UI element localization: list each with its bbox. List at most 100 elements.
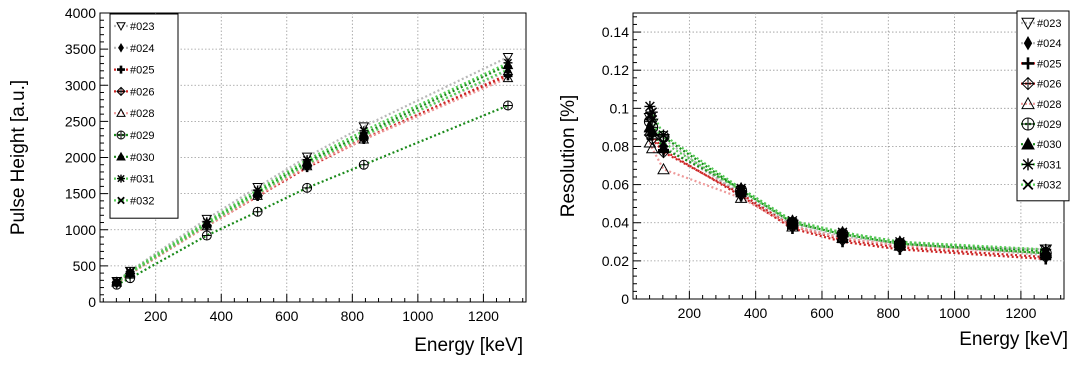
y-tick-label: 3500 bbox=[65, 41, 96, 57]
y-tick-label: 2500 bbox=[65, 113, 96, 129]
y-tick-label: 0.08 bbox=[602, 138, 629, 154]
data-point bbox=[502, 100, 513, 111]
y-tick-label: 0 bbox=[88, 294, 96, 310]
legend-marker bbox=[1021, 117, 1035, 131]
legend-label: #029 bbox=[130, 130, 154, 142]
y-tick-label: 0.04 bbox=[602, 215, 629, 231]
legend-marker bbox=[116, 151, 126, 161]
y-tick-label: 1000 bbox=[65, 222, 96, 238]
data-point bbox=[253, 189, 262, 198]
y-tick-label: 3000 bbox=[65, 77, 96, 93]
x-tick-label: 600 bbox=[275, 308, 299, 324]
data-point bbox=[787, 217, 798, 228]
axis-ticks bbox=[633, 16, 1062, 300]
plot-frame bbox=[632, 12, 1065, 300]
data-point bbox=[125, 268, 135, 278]
data-point bbox=[658, 129, 670, 141]
data-point bbox=[646, 106, 658, 118]
axis-ticks bbox=[100, 12, 524, 303]
x-tick-label: 1000 bbox=[402, 308, 433, 324]
x-axis-label: Energy [keV] bbox=[959, 329, 1068, 350]
legend-marker bbox=[116, 22, 126, 32]
data-point bbox=[502, 52, 514, 63]
x-tick-label: 800 bbox=[877, 305, 901, 321]
legend-label: #025 bbox=[130, 65, 154, 77]
series-group bbox=[111, 52, 514, 290]
legend: #023 #024 #025 #026 #028 #029 #030 #031 #032 bbox=[109, 13, 179, 219]
x-tick-label: 1200 bbox=[468, 308, 499, 324]
data-point bbox=[894, 236, 906, 248]
data-point bbox=[645, 141, 659, 154]
x-tick-label: 400 bbox=[744, 305, 768, 321]
data-point bbox=[302, 159, 312, 169]
series-markers-031 bbox=[644, 100, 1052, 255]
legend-marker bbox=[117, 196, 125, 205]
x-tick-label: 400 bbox=[210, 308, 234, 324]
data-point bbox=[786, 215, 798, 227]
legend-marker bbox=[1022, 179, 1034, 191]
x-tick-label: 600 bbox=[810, 305, 834, 321]
x-axis-label: Energy [keV] bbox=[414, 335, 523, 356]
y-axis-label: Pulse Height [a.u.] bbox=[8, 80, 29, 235]
legend-marker bbox=[1021, 96, 1035, 110]
data-point bbox=[503, 65, 513, 74]
y-tick-label: 0.1 bbox=[610, 100, 630, 116]
legend-marker bbox=[1021, 76, 1035, 91]
legend-label: #028 bbox=[1037, 99, 1061, 111]
legend-marker bbox=[1021, 137, 1035, 150]
legend-marker bbox=[117, 65, 125, 74]
y-tick-label: 4000 bbox=[65, 5, 96, 21]
data-point bbox=[358, 159, 369, 170]
data-point bbox=[644, 100, 656, 112]
y-tick-label: 500 bbox=[73, 258, 97, 274]
legend-marker bbox=[1023, 36, 1033, 51]
y-tick-label: 0 bbox=[621, 291, 629, 307]
legend-label: #026 bbox=[1037, 79, 1061, 91]
x-tick-label: 1000 bbox=[939, 305, 970, 321]
legend-marker bbox=[116, 130, 126, 140]
data-point bbox=[359, 131, 369, 141]
legend-marker bbox=[116, 108, 126, 117]
legend-label: #024 bbox=[130, 43, 154, 55]
data-point bbox=[202, 217, 212, 227]
legend-label: #025 bbox=[1037, 58, 1061, 70]
legend-label: #032 bbox=[1037, 180, 1061, 192]
legend-label: #031 bbox=[130, 174, 154, 186]
legend-marker bbox=[118, 43, 124, 53]
data-point bbox=[837, 226, 849, 238]
legend-marker bbox=[1022, 158, 1034, 171]
series-line-029 bbox=[648, 121, 1046, 255]
data-point bbox=[202, 220, 212, 229]
series-markers-032 bbox=[644, 110, 1051, 259]
legend-label: #028 bbox=[130, 108, 154, 120]
data-point bbox=[894, 238, 905, 249]
legend-label: #030 bbox=[1037, 139, 1061, 151]
data-point bbox=[647, 114, 658, 125]
data-point bbox=[502, 72, 514, 83]
y-tick-label: 1500 bbox=[65, 186, 96, 202]
y-tick-label: 0.06 bbox=[602, 177, 629, 193]
data-point bbox=[302, 182, 313, 193]
data-point bbox=[837, 229, 848, 240]
data-point bbox=[1040, 248, 1051, 259]
y-tick-label: 0.14 bbox=[602, 24, 629, 40]
data-point bbox=[734, 191, 748, 203]
data-point bbox=[112, 278, 121, 287]
legend-marker bbox=[117, 174, 125, 183]
chart-panel-resolution: 200 400 600 800 1000 1200 0 0.02 0.04 0.06 0.08 0.1… bbox=[558, 10, 1070, 350]
legend-label: #030 bbox=[130, 152, 154, 164]
series-markers-032 bbox=[112, 65, 513, 287]
y-tick-label: 0.02 bbox=[602, 253, 629, 269]
legend-label: #026 bbox=[130, 86, 154, 98]
legend-marker bbox=[116, 86, 126, 97]
x-tick-label: 800 bbox=[341, 308, 365, 324]
series-line-028 bbox=[648, 142, 1046, 255]
data-point bbox=[358, 122, 370, 132]
legend-label: #032 bbox=[130, 195, 154, 207]
x-tick-label: 200 bbox=[678, 305, 702, 321]
x-tick-label: 200 bbox=[144, 308, 168, 324]
series-line-026 bbox=[648, 134, 1046, 259]
data-point bbox=[645, 124, 659, 137]
